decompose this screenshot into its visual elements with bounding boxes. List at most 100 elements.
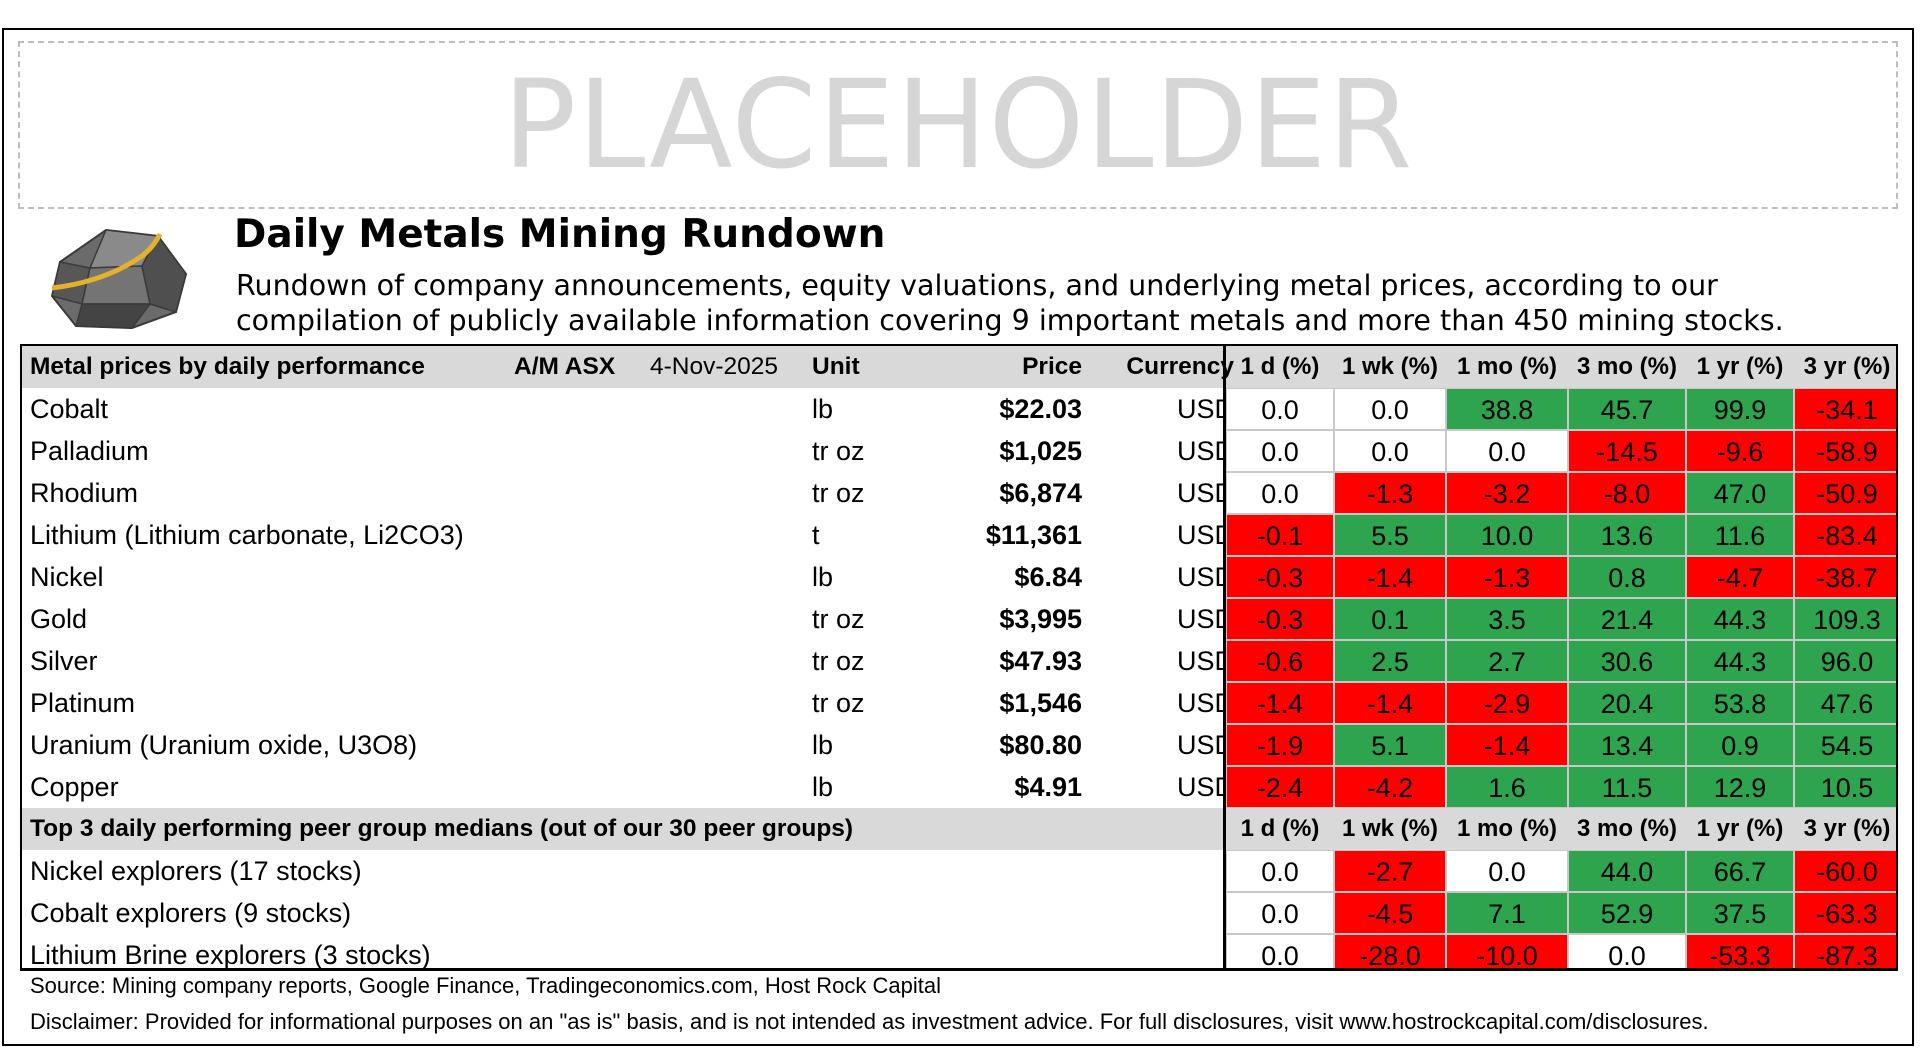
metal-name: Gold: [30, 604, 88, 634]
metal-price: $22.03: [999, 394, 1082, 424]
metal-row: Palladium tr oz $1,025 USD 0.0 0.0 0.0 -14.5 -9.…: [22, 430, 1896, 472]
perf-cell: -4.7: [1686, 556, 1794, 598]
perf-cell: -0.3: [1226, 598, 1334, 640]
perf-cell: 10.5: [1794, 766, 1896, 808]
perf-cell: 45.7: [1568, 388, 1686, 430]
metal-unit: tr oz: [812, 436, 865, 466]
disclaimer-note: Disclaimer: Provided for informational p…: [30, 1009, 1709, 1034]
perf-cell: -34.1: [1794, 388, 1896, 430]
perf-cell: 0.0: [1226, 472, 1334, 514]
metal-price: $3,995: [999, 604, 1082, 634]
perf-cell: 11.6: [1686, 514, 1794, 556]
perf-cell: 0.0: [1226, 430, 1334, 472]
period-header: 1 yr (%): [1696, 815, 1784, 842]
perf-cell: 0.0: [1226, 892, 1334, 934]
subtitle-line-1: Rundown of company announcements, equity…: [236, 269, 1718, 302]
metal-row: Nickel lb $6.84 USD -0.3 -1.4 -1.3 0.8 -4.7 -38.7: [22, 556, 1896, 598]
period-header: 3 mo (%): [1576, 353, 1677, 380]
perf-cell: 5.1: [1334, 724, 1446, 766]
metal-row: Lithium (Lithium carbonate, Li2CO3) t $11,…: [22, 514, 1896, 556]
perf-cell: -8.0: [1568, 472, 1686, 514]
perf-cell: 0.0: [1226, 934, 1334, 968]
metal-currency: USD: [1176, 646, 1234, 676]
perf-cell: -28.0: [1334, 934, 1446, 968]
perf-cell: -2.4: [1226, 766, 1334, 808]
metal-name: Palladium: [30, 436, 149, 466]
perf-cell: -1.4: [1334, 682, 1446, 724]
perf-cell: 96.0: [1794, 640, 1896, 682]
metal-price: $6,874: [999, 478, 1082, 508]
metal-name: Rhodium: [30, 478, 139, 508]
perf-cell: -87.3: [1794, 934, 1896, 968]
perf-cell: 0.0: [1226, 850, 1334, 892]
peers-header-label: Top 3 daily performing peer group median…: [30, 815, 854, 842]
metal-row: Gold tr oz $3,995 USD -0.3 0.1 3.5 21.4 44.3 109.…: [22, 598, 1896, 640]
period-header: 1 yr (%): [1696, 353, 1784, 380]
perf-cell: 21.4: [1568, 598, 1686, 640]
perf-cell: -50.9: [1794, 472, 1896, 514]
perf-cell: 66.7: [1686, 850, 1794, 892]
perf-cell: -60.0: [1794, 850, 1896, 892]
perf-cell: 0.0: [1446, 850, 1568, 892]
metal-row: Cobalt lb $22.03 USD 0.0 0.0 38.8 45.7 99.9 -34.1: [22, 388, 1896, 430]
perf-cell: 54.5: [1794, 724, 1896, 766]
perf-cell: 0.0: [1334, 388, 1446, 430]
metal-unit: tr oz: [812, 478, 865, 508]
perf-cell: 7.1: [1446, 892, 1568, 934]
perf-cell: -1.9: [1226, 724, 1334, 766]
metal-currency: USD: [1176, 436, 1234, 466]
perf-cell: 0.0: [1334, 430, 1446, 472]
perf-cell: 11.5: [1568, 766, 1686, 808]
metal-unit: t: [812, 520, 820, 550]
period-header: 1 wk (%): [1341, 353, 1439, 380]
perf-cell: 3.5: [1446, 598, 1568, 640]
metal-price: $6.84: [1014, 562, 1082, 592]
metal-row: Rhodium tr oz $6,874 USD 0.0 -1.3 -3.2 -8.0 47.0…: [22, 472, 1896, 514]
metal-row: Copper lb $4.91 USD -2.4 -4.2 1.6 11.5 12.9 10.5: [22, 766, 1896, 808]
perf-cell: -1.3: [1334, 472, 1446, 514]
metal-currency: USD: [1176, 772, 1234, 802]
perf-cell: 99.9: [1686, 388, 1794, 430]
metal-price: $11,361: [985, 520, 1082, 550]
metal-name: Uranium (Uranium oxide, U3O8): [30, 730, 418, 760]
peer-row: Nickel explorers (17 stocks) 0.0 -2.7 0.0 44…: [22, 850, 1896, 892]
perf-cell: -2.9: [1446, 682, 1568, 724]
metal-currency: USD: [1176, 688, 1234, 718]
perf-cell: 37.5: [1686, 892, 1794, 934]
metals-header-row: Metal prices by daily performance A/M AS…: [22, 346, 1896, 388]
perf-cell: -4.5: [1334, 892, 1446, 934]
metal-unit: lb: [812, 772, 834, 802]
metal-unit: lb: [812, 562, 834, 592]
metal-currency: USD: [1176, 730, 1234, 760]
metals-header-session: A/M ASX: [514, 353, 616, 380]
period-header: 3 yr (%): [1803, 815, 1891, 842]
perf-cell: -58.9: [1794, 430, 1896, 472]
metal-unit: tr oz: [812, 604, 865, 634]
footer-divider: [20, 968, 1898, 971]
source-note: Source: Mining company reports, Google F…: [30, 973, 941, 998]
perf-cell: -10.0: [1446, 934, 1568, 968]
period-header: 1 d (%): [1240, 815, 1320, 842]
metal-row: Uranium (Uranium oxide, U3O8) lb $80.80 USD…: [22, 724, 1896, 766]
perf-cell: -9.6: [1686, 430, 1794, 472]
metal-currency: USD: [1176, 520, 1234, 550]
metals-header-label: Metal prices by daily performance: [30, 353, 425, 380]
perf-cell: 0.8: [1568, 556, 1686, 598]
metal-unit: tr oz: [812, 688, 865, 718]
perf-cell: 47.6: [1794, 682, 1896, 724]
perf-cell: 47.0: [1686, 472, 1794, 514]
perf-cell: 53.8: [1686, 682, 1794, 724]
perf-cell: 13.4: [1568, 724, 1686, 766]
metals-header-unit: Unit: [812, 353, 860, 380]
perf-cell: 0.0: [1226, 388, 1334, 430]
metal-price: $47.93: [999, 646, 1082, 676]
period-header: 1 wk (%): [1341, 815, 1439, 842]
perf-cell: -1.4: [1226, 682, 1334, 724]
perf-cell: 2.7: [1446, 640, 1568, 682]
peer-name: Cobalt explorers (9 stocks): [30, 898, 352, 928]
perf-cell: 0.0: [1568, 934, 1686, 968]
perf-cell: 13.6: [1568, 514, 1686, 556]
metal-name: Cobalt: [30, 394, 109, 424]
rock-logo-icon: [50, 228, 188, 330]
perf-cell: -38.7: [1794, 556, 1896, 598]
